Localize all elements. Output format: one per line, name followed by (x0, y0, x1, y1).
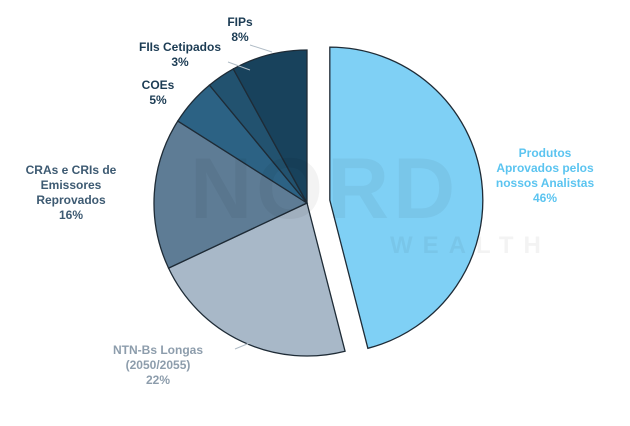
slice-label: FIPs 8% (215, 15, 265, 45)
value-label: 16% (58, 208, 84, 222)
pie-slice (232, 49, 308, 204)
slice-label: FIIs Cetipados 3% (120, 40, 240, 70)
category: Produtos Aprovados pelos nossos Analista… (495, 146, 595, 190)
pie-slice (167, 202, 346, 357)
watermark: WEALTH (390, 232, 551, 260)
slice-label: Produtos Aprovados pelos nossos Analista… (490, 146, 600, 206)
leader-line (249, 44, 273, 53)
value-label: 46% (532, 191, 558, 205)
value-label: 8% (231, 30, 249, 44)
value-label: 5% (149, 93, 167, 107)
leader-line (227, 61, 251, 71)
slice-label: NTN-Bs Longas (2050/2055) 22% (98, 343, 218, 388)
category: NTN-Bs Longas (2050/2055) (113, 343, 203, 372)
pie-slice (153, 120, 309, 270)
pie-slice (329, 46, 484, 350)
slice-label: COEs 5% (128, 78, 188, 108)
slice-label: CRAs e CRIs de Emissores Reprovados 16% (16, 163, 126, 223)
value-label: 22% (145, 373, 171, 387)
category: FIIs Cetipados (138, 40, 221, 54)
category: FIPs (227, 15, 253, 29)
watermark: NORD (190, 140, 459, 239)
category: CRAs e CRIs de Emissores Reprovados (25, 163, 117, 207)
category: COEs (141, 78, 175, 92)
leader-line (234, 341, 253, 350)
value-label: 3% (171, 55, 189, 69)
